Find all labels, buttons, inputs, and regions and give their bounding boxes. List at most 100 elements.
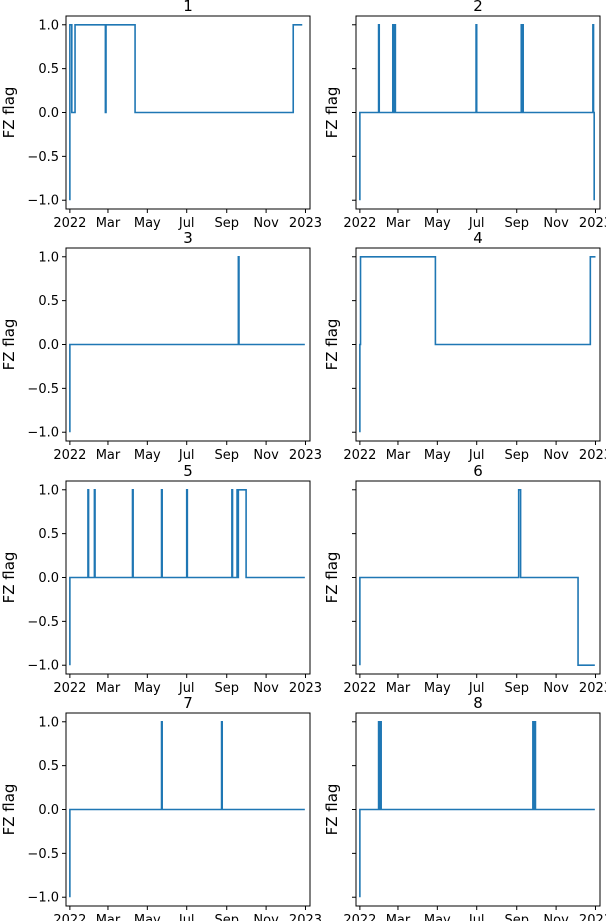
series-line	[359, 488, 595, 667]
y-tick-label: −1.0	[27, 194, 59, 209]
x-tick-label: Nov	[253, 448, 279, 463]
y-axis-label: FZ flag	[323, 552, 341, 604]
x-tick-label: Mar	[96, 681, 121, 696]
x-tick-label: Jul	[178, 681, 195, 696]
panel-title: 1	[183, 0, 193, 15]
x-tick-label: Sep	[214, 913, 239, 921]
panel-title: 2	[473, 0, 483, 15]
y-tick-label: −1.0	[27, 659, 59, 674]
panel-7: 2022 Mar May Jul Sep Nov 2023 −1.0 −0.5 0.0 0.5 1.0…	[0, 694, 322, 921]
x-tick-label: 2023	[579, 913, 606, 921]
panel-title: 7	[183, 694, 193, 712]
x-tick-label: Nov	[543, 448, 569, 463]
x-tick-label: Jul	[468, 216, 485, 231]
y-tick-label: 1.0	[38, 18, 59, 33]
y-axis-label: FZ flag	[0, 552, 18, 604]
panel-3: 2022 Mar May Jul Sep Nov 2023 −1.0 −0.5 0.0 0.5 1.0…	[0, 229, 322, 463]
y-axis-label: FZ flag	[323, 87, 341, 139]
panel-title: 4	[473, 229, 483, 247]
y-axis-label: FZ flag	[0, 319, 18, 371]
series-line	[359, 255, 596, 433]
panel-title: 5	[183, 462, 193, 480]
y-tick-label: 0.5	[38, 759, 59, 774]
x-tick-label: Sep	[504, 681, 529, 696]
x-tick-label: May	[134, 216, 161, 231]
panel-title: 3	[183, 229, 193, 247]
x-tick-label: May	[424, 448, 451, 463]
x-tick-label: 2023	[289, 448, 322, 463]
y-tick-label: 1.0	[38, 250, 59, 265]
x-tick-label: Nov	[253, 216, 279, 231]
x-tick-label: 2022	[53, 681, 86, 696]
y-axis-label: FZ flag	[323, 784, 341, 836]
x-tick-label: Jul	[468, 681, 485, 696]
y-tick-label: 1.0	[38, 715, 59, 730]
y-tick-label: 0.5	[38, 294, 59, 309]
x-tick-label: Mar	[96, 448, 121, 463]
series-line	[69, 488, 305, 666]
y-tick-label: −0.5	[27, 615, 59, 630]
x-tick-label: Mar	[386, 216, 411, 231]
panel-2: 2022 Mar May Jul Sep Nov 2023 2 FZ flag	[323, 0, 606, 231]
x-tick-label: 2023	[579, 216, 606, 231]
panel-1: 2022 Mar May Jul Sep Nov 2023 −1.0 −0.5 0.0 0.5 1.0…	[0, 0, 322, 231]
x-tick-label: Mar	[96, 216, 121, 231]
x-tick-label: 2023	[579, 681, 606, 696]
x-tick-label: Sep	[504, 448, 529, 463]
panel-6: 2022 Mar May Jul Sep Nov 2023 6 FZ flag	[323, 462, 606, 696]
y-tick-label: −1.0	[27, 891, 59, 906]
series-line	[69, 23, 303, 201]
x-tick-label: 2023	[579, 448, 606, 463]
x-tick-label: Sep	[504, 913, 529, 921]
x-tick-label: Jul	[468, 913, 485, 921]
y-tick-label: −0.5	[27, 847, 59, 862]
y-tick-label: 0.0	[38, 571, 59, 586]
y-tick-label: 0.5	[38, 527, 59, 542]
y-tick-label: −1.0	[27, 426, 59, 441]
panel-title: 6	[473, 462, 483, 480]
x-tick-label: Mar	[96, 913, 121, 921]
x-tick-label: Nov	[543, 216, 569, 231]
x-tick-label: Jul	[468, 448, 485, 463]
x-tick-label: May	[134, 913, 161, 921]
x-tick-label: 2022	[343, 681, 376, 696]
x-tick-label: May	[424, 681, 451, 696]
panel-5: 2022 Mar May Jul Sep Nov 2023 −1.0 −0.5 0.0 0.5 1.0…	[0, 462, 322, 696]
x-tick-label: 2022	[53, 913, 86, 921]
panel-8: 2022 Mar May Jul Sep Nov 2023 8 FZ flag	[323, 694, 606, 921]
x-tick-label: 2022	[53, 448, 86, 463]
x-tick-label: Jul	[178, 913, 195, 921]
y-tick-label: 1.0	[38, 483, 59, 498]
x-tick-label: May	[134, 681, 161, 696]
x-tick-label: 2022	[343, 448, 376, 463]
x-tick-label: Nov	[543, 913, 569, 921]
x-tick-label: Nov	[253, 681, 279, 696]
y-axis-label: FZ flag	[0, 784, 18, 836]
series-line	[359, 720, 595, 898]
panel-title: 8	[473, 694, 483, 712]
x-tick-label: 2022	[343, 913, 376, 921]
x-tick-label: Mar	[386, 681, 411, 696]
x-tick-label: Sep	[214, 681, 239, 696]
x-tick-label: Sep	[214, 216, 239, 231]
x-tick-label: May	[424, 913, 451, 921]
x-tick-label: Nov	[543, 681, 569, 696]
x-tick-label: Sep	[504, 216, 529, 231]
y-axis-label: FZ flag	[323, 319, 341, 371]
y-tick-label: 0.5	[38, 62, 59, 77]
x-tick-label: May	[134, 448, 161, 463]
y-tick-label: 0.0	[38, 803, 59, 818]
x-tick-label: Mar	[386, 913, 411, 921]
x-tick-label: May	[424, 216, 451, 231]
y-tick-label: 0.0	[38, 106, 59, 121]
panel-4: 2022 Mar May Jul Sep Nov 2023 4 FZ flag	[323, 229, 606, 463]
x-tick-label: Jul	[178, 216, 195, 231]
x-tick-label: 2022	[343, 216, 376, 231]
y-tick-label: −0.5	[27, 150, 59, 165]
x-tick-label: Nov	[253, 913, 279, 921]
y-tick-label: −0.5	[27, 382, 59, 397]
x-tick-label: 2023	[289, 681, 322, 696]
x-tick-label: Mar	[386, 448, 411, 463]
y-tick-label: 0.0	[38, 338, 59, 353]
